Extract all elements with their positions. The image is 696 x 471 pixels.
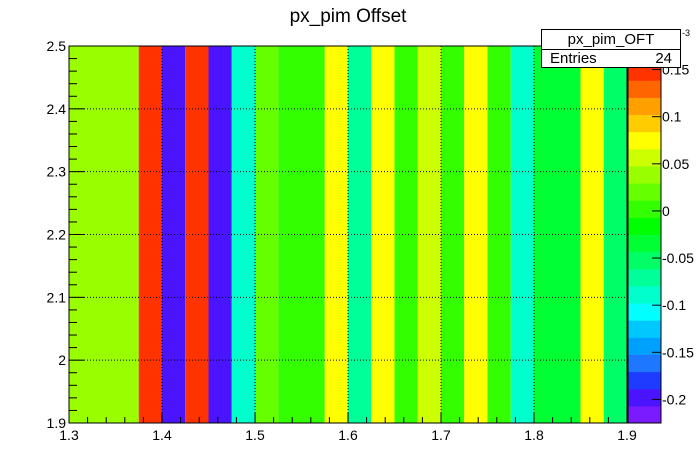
palette-band-1 <box>628 388 661 407</box>
y-tick-label: 2.4 <box>47 101 67 117</box>
y-tick-label: 2.2 <box>47 227 67 243</box>
stats-entries-value: 24 <box>655 50 672 67</box>
x-tick-label: 1.3 <box>59 427 79 443</box>
y-tick-label: 2 <box>58 352 66 368</box>
palette-tick-label: 0.05 <box>662 156 689 172</box>
heatmap-cell-3 <box>185 46 209 423</box>
x-tick-label: 1.6 <box>338 427 358 443</box>
heatmap-cell-11 <box>394 46 418 423</box>
palette-band-13 <box>628 183 661 201</box>
palette-tick-label: 0.1 <box>662 109 682 125</box>
x-tick-label: 1.4 <box>152 427 172 443</box>
palette-band-15 <box>628 148 661 167</box>
y-tick-label: 2.3 <box>47 164 67 180</box>
palette-band-18 <box>628 97 661 116</box>
heatmap-cell-6 <box>255 46 279 423</box>
palette-band-19 <box>628 80 661 98</box>
palette-band-3 <box>628 354 661 373</box>
x-tick-label: 1.5 <box>245 427 265 443</box>
palette-band-11 <box>628 217 661 235</box>
y-tick-label: 1.9 <box>47 415 67 431</box>
heatmap-cell-13 <box>441 46 465 423</box>
grid-lines <box>69 46 627 423</box>
heatmap-cell-4 <box>208 46 232 423</box>
x-tick-labels: 1.3 1.4 1.5 1.6 1.7 1.8 1.9 <box>59 427 637 443</box>
heatmap-cell-2 <box>162 46 186 423</box>
heatmap-cell-14 <box>464 46 488 423</box>
heatmap-cell-15 <box>487 46 511 423</box>
x-tick-label: 1.7 <box>431 427 451 443</box>
heatmap-cell-10 <box>371 46 395 423</box>
color-palette <box>627 45 662 424</box>
color-palette-exponent: -3 <box>682 28 691 38</box>
stats-box: px_pim_OFT Entries 24 <box>541 29 681 68</box>
y-tick-labels: 1.9 2 2.1 2.2 2.3 2.4 2.5 <box>47 38 67 431</box>
chart-title: px_pim Offset <box>289 6 407 27</box>
stats-entries-label: Entries <box>550 50 597 67</box>
palette-band-7 <box>628 285 661 304</box>
palette-band-12 <box>628 200 661 218</box>
palette-band-4 <box>628 337 661 355</box>
palette-tick-label: -0.15 <box>662 344 694 360</box>
palette-tick-label: -0.2 <box>662 391 686 407</box>
palette-band-0 <box>628 405 661 424</box>
heatmap-cell-18 <box>580 46 604 423</box>
palette-tick-label: 0 <box>662 203 670 219</box>
x-tick-label: 1.8 <box>524 427 544 443</box>
palette-band-6 <box>628 303 661 321</box>
heatmap-cell-17 <box>534 46 581 423</box>
palette-band-17 <box>628 114 661 133</box>
palette-band-5 <box>628 320 661 338</box>
palette-band-10 <box>628 234 661 253</box>
x-tick-label: 1.9 <box>617 427 637 443</box>
palette-tick-label: -0.1 <box>662 297 686 313</box>
palette-band-14 <box>628 165 661 184</box>
heatmap-cell-9 <box>348 46 372 423</box>
y-tick-label: 2.5 <box>47 38 67 54</box>
color-palette-labels: 0.150.10.050-0.05-0.1-0.15-0.2 <box>652 62 694 407</box>
axis-ticks <box>68 45 628 424</box>
palette-tick-label: -0.05 <box>662 250 694 266</box>
palette-band-16 <box>628 131 661 150</box>
palette-band-8 <box>628 268 661 287</box>
palette-band-9 <box>628 251 661 270</box>
palette-band-2 <box>628 371 661 390</box>
y-tick-label: 2.1 <box>47 289 67 305</box>
stats-box-name: px_pim_OFT <box>542 30 680 50</box>
